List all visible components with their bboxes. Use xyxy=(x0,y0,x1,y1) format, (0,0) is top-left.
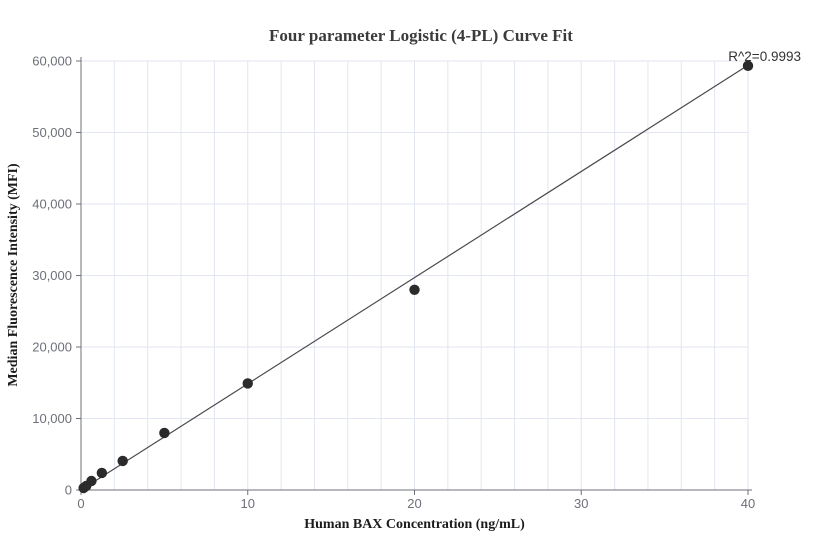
x-axis-title: Human BAX Concentration (ng/mL) xyxy=(304,517,525,532)
data-point[interactable] xyxy=(409,284,420,295)
data-point[interactable] xyxy=(86,475,97,487)
x-tick-label: 30 xyxy=(574,496,588,511)
y-tick-label: 40,000 xyxy=(32,197,72,212)
chart-title: Four parameter Logistic (4-PL) Curve Fit xyxy=(269,26,573,45)
x-tick-label: 20 xyxy=(407,496,421,511)
x-tick-label: 40 xyxy=(741,496,755,511)
data-point[interactable] xyxy=(742,60,754,72)
fit-line xyxy=(80,64,749,491)
data-point[interactable] xyxy=(159,427,170,439)
y-axis-title: Median Fluorescence Intensity (MFI) xyxy=(6,163,21,387)
r-squared-annotation: R^2=0.9993 xyxy=(728,49,801,64)
y-tick-label: 50,000 xyxy=(32,125,72,140)
data-point[interactable] xyxy=(96,467,108,479)
y-tick-label: 0 xyxy=(65,483,72,498)
data-point[interactable] xyxy=(242,378,253,389)
x-tick-label: 0 xyxy=(77,496,84,511)
y-tick-label: 60,000 xyxy=(32,54,72,69)
x-tick-label: 10 xyxy=(241,496,255,511)
y-tick-label: 20,000 xyxy=(32,340,72,355)
y-tick-label: 30,000 xyxy=(32,268,72,283)
y-tick-label: 10,000 xyxy=(32,411,72,426)
data-point[interactable] xyxy=(117,455,128,467)
